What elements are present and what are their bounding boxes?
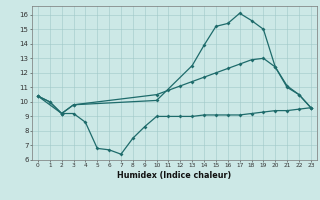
X-axis label: Humidex (Indice chaleur): Humidex (Indice chaleur) [117, 171, 232, 180]
